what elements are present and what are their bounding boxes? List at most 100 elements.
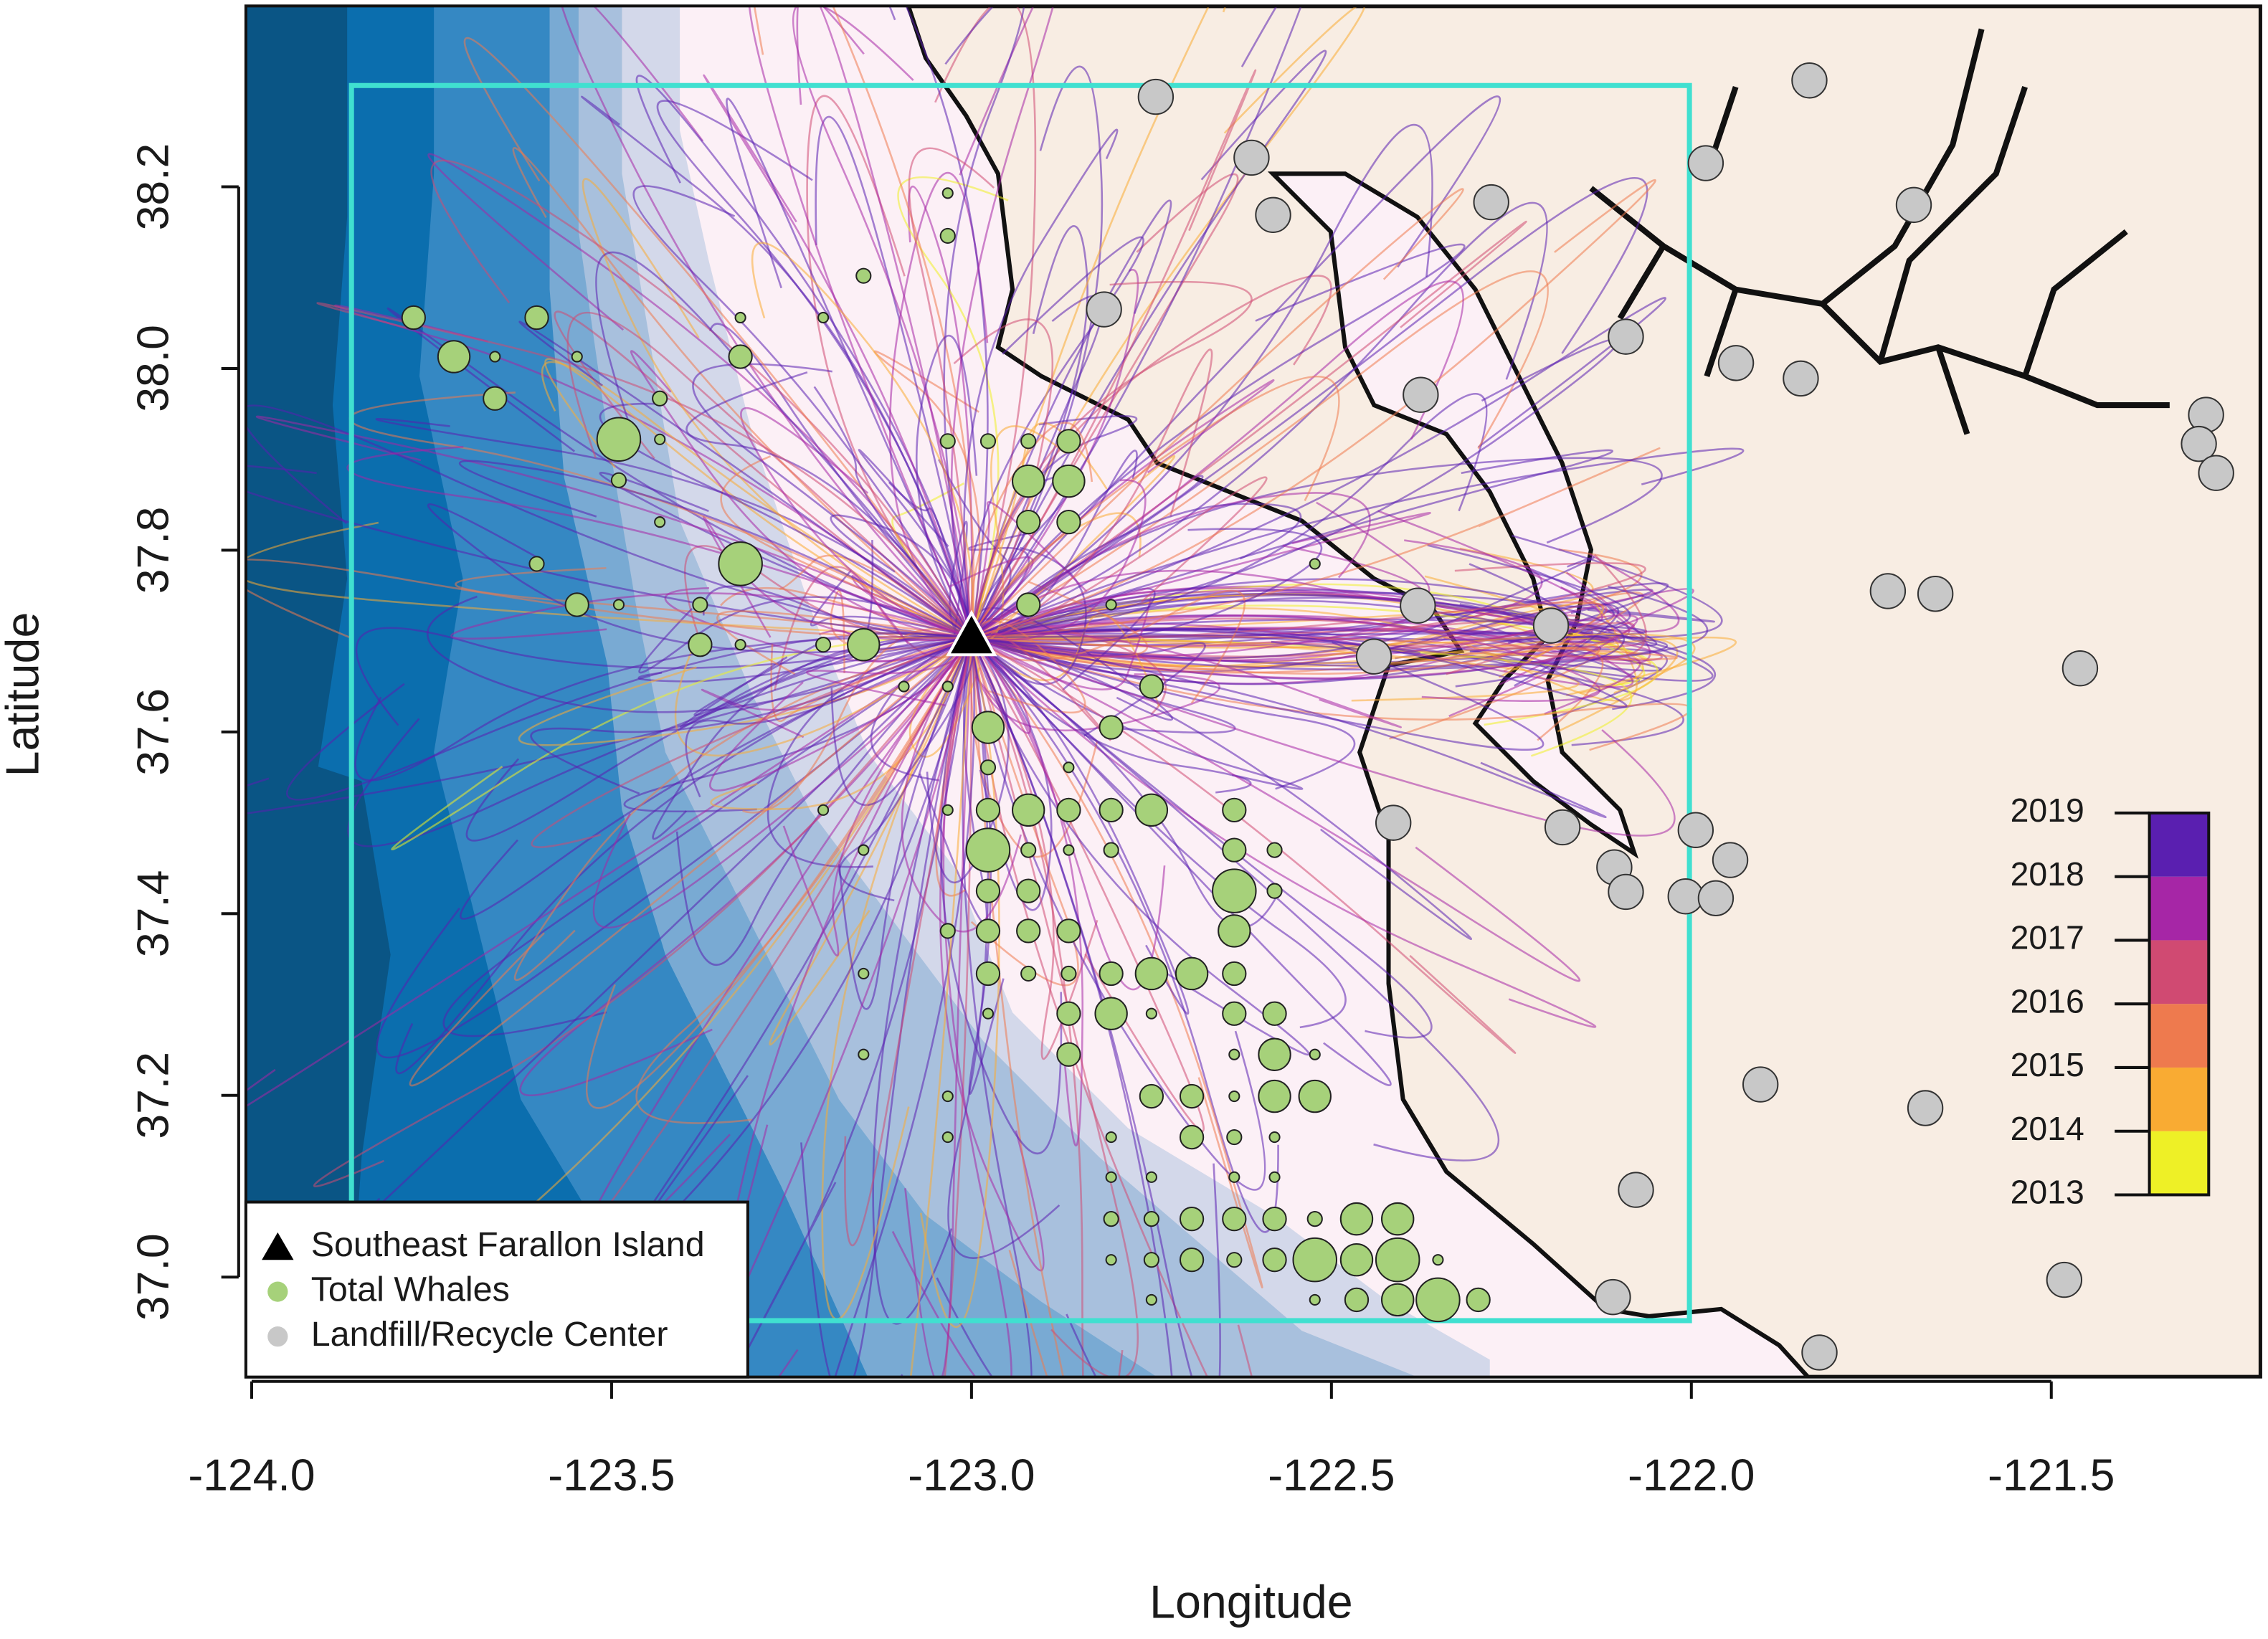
track: [391, 636, 972, 851]
track: [460, 636, 972, 920]
track: [734, 637, 973, 1373]
whale-point: [1179, 1083, 1205, 1109]
legend-symbol: [267, 1326, 288, 1347]
colorbar-label: 2013: [2011, 1174, 2084, 1211]
y-tick-label: 38.0: [128, 325, 178, 412]
colorbar-segment: [2149, 1004, 2209, 1068]
colorbar-segment: [2149, 940, 2209, 1004]
track: [375, 417, 972, 639]
track: [971, 270, 1549, 639]
track: [245, 559, 972, 640]
landfill-point: [1137, 78, 1175, 115]
depth-band: [245, 6, 391, 1377]
whale-point: [941, 680, 954, 693]
track: [245, 636, 972, 1108]
track: [692, 363, 972, 638]
whale-point: [1179, 1124, 1205, 1150]
whale-point: [571, 351, 583, 363]
track: [726, 98, 973, 638]
track: [971, 636, 1607, 819]
whale-point: [941, 187, 954, 199]
whale-point: [1020, 842, 1037, 858]
landfill-point: [1400, 587, 1436, 624]
track: [430, 159, 973, 638]
whale-point: [1056, 797, 1081, 823]
track: [530, 636, 972, 795]
track: [970, 280, 1253, 638]
track: [427, 503, 972, 654]
whale-point: [728, 344, 753, 369]
landfill-point: [1717, 345, 1755, 381]
whale-point: [1099, 961, 1124, 987]
track: [458, 460, 972, 639]
whale-point: [979, 433, 997, 450]
landfill-point: [1742, 1066, 1779, 1103]
whale-point: [1063, 844, 1075, 856]
whale-point: [489, 351, 501, 363]
y-tick-label: 37.6: [128, 688, 178, 776]
legend-box: [244, 1200, 749, 1379]
landfill-point: [1712, 842, 1749, 878]
whale-point: [1056, 1042, 1081, 1067]
whale-point: [524, 305, 549, 331]
whale-point: [1016, 878, 1041, 903]
track: [971, 492, 1371, 639]
landfill-point: [1907, 1090, 1944, 1126]
track: [971, 501, 1430, 639]
whale-point: [1016, 918, 1041, 944]
x-axis-title: Longitude: [1149, 1576, 1353, 1628]
track: [970, 637, 1205, 1133]
track: [821, 637, 973, 1321]
colorbar-segment: [2149, 876, 2209, 941]
track: [782, 637, 972, 957]
whale-point: [815, 637, 832, 653]
whale-point: [1016, 592, 1041, 617]
landfill-point: [1618, 1172, 1654, 1208]
track: [888, 171, 989, 639]
track: [844, 637, 973, 1247]
track: [531, 636, 972, 848]
whale-point: [939, 227, 956, 244]
track: [409, 637, 972, 1087]
whale-point: [1103, 1211, 1119, 1227]
track: [541, 361, 972, 639]
whale-point: [1339, 1243, 1374, 1277]
landfill-point: [1355, 638, 1392, 675]
colorbar-label: 2019: [2011, 792, 2084, 829]
track: [971, 636, 1356, 790]
track: [971, 201, 1548, 639]
track: [354, 635, 972, 782]
whale-point: [1105, 1254, 1117, 1266]
landfill-point: [1687, 145, 1724, 181]
track: [971, 511, 1431, 639]
whale-point: [975, 961, 1001, 987]
whale-point: [1143, 1211, 1159, 1227]
whale-point: [1309, 1293, 1321, 1306]
whale-point: [975, 797, 1001, 823]
whale-point: [528, 556, 545, 572]
landfill-point: [1403, 376, 1439, 413]
whale-point: [1056, 1001, 1081, 1026]
track: [519, 637, 972, 1097]
whale-point: [610, 472, 627, 488]
landfill-point: [1544, 809, 1581, 846]
landfill-point: [1375, 804, 1412, 841]
track: [971, 220, 1527, 639]
whale-point: [1309, 1048, 1321, 1060]
whale-point: [1175, 956, 1209, 991]
whale-point: [1011, 464, 1045, 498]
track: [463, 37, 972, 638]
whale-point: [1381, 1283, 1415, 1317]
track: [971, 338, 1620, 639]
whale-point: [847, 628, 881, 662]
whale-point: [654, 516, 666, 528]
y-axis-title: Latitude: [0, 612, 48, 777]
whale-point: [1103, 842, 1119, 858]
whale-point: [975, 918, 1001, 944]
track: [971, 637, 1500, 1161]
legend-label: Landfill/Recycle Center: [311, 1315, 668, 1354]
track: [909, 637, 973, 1377]
whale-point: [1134, 793, 1169, 827]
whale-point: [1139, 1083, 1164, 1109]
landfill-point: [1791, 62, 1828, 99]
